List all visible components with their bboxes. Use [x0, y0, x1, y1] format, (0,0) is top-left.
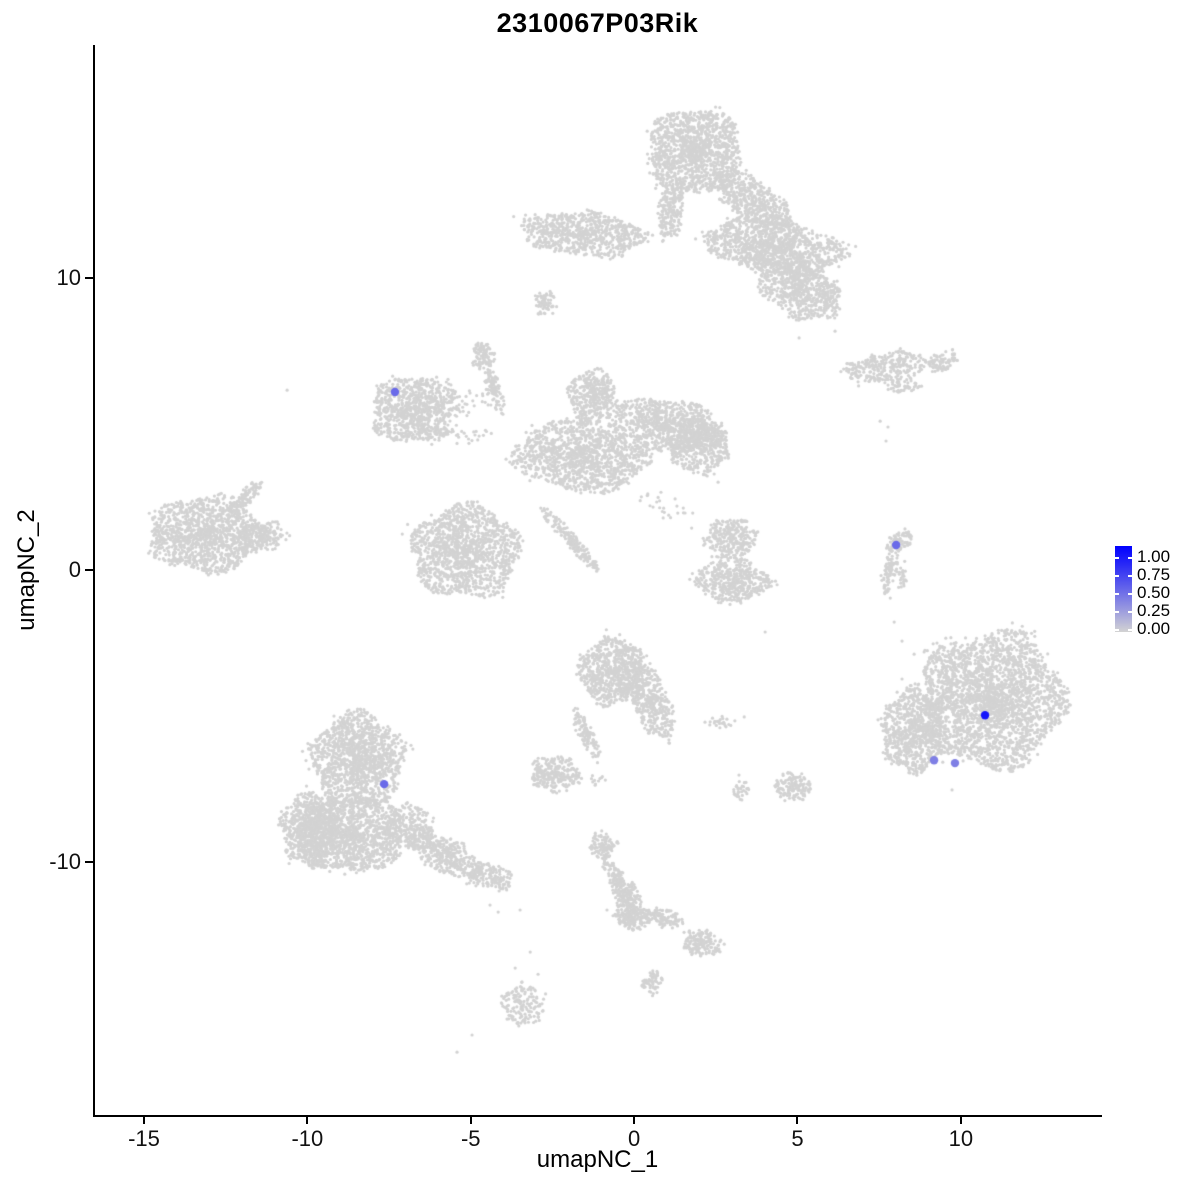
- legend-label: 0.75: [1137, 565, 1171, 584]
- x-tick-label: -5: [460, 1126, 481, 1151]
- y-axis-title: umapNC_2: [13, 509, 40, 631]
- legend-tick-mark: [1115, 575, 1119, 577]
- legend-tick-mark: [1115, 557, 1119, 559]
- x-tick-mark: [469, 1117, 472, 1124]
- legend-label: 1.00: [1137, 547, 1171, 566]
- page-title: 2310067P03Rik: [496, 8, 699, 38]
- legend-tick-mark: [1128, 575, 1132, 577]
- y-tick-mark: [85, 277, 93, 280]
- legend-gradient-bar: [1115, 546, 1132, 632]
- x-tick-label: 5: [791, 1126, 804, 1151]
- x-tick-label: 0: [627, 1126, 641, 1151]
- y-tick-label: -10: [49, 849, 81, 875]
- x-tick-mark: [143, 1117, 145, 1124]
- expression-legend: 1.00 0.75 0.50 0.25 0.00: [1113, 546, 1200, 650]
- x-tick-label: -10: [291, 1126, 324, 1151]
- legend-tick-mark: [1128, 629, 1132, 631]
- legend-tick-mark: [1128, 611, 1132, 613]
- legend-label: 0.25: [1137, 601, 1171, 620]
- x-tick-mark: [959, 1117, 962, 1124]
- legend-tick-mark: [1115, 593, 1119, 595]
- y-tick-label: 10: [56, 265, 81, 291]
- y-tick-mark: [85, 569, 93, 572]
- umap-scatter-canvas: [95, 45, 1102, 1115]
- legend-tick-mark: [1115, 629, 1119, 631]
- x-tick-mark: [796, 1117, 799, 1124]
- x-tick-label: -15: [128, 1126, 160, 1151]
- legend-tick-mark: [1128, 557, 1132, 559]
- x-tick-mark: [633, 1117, 636, 1124]
- y-tick-label: 0: [68, 557, 81, 583]
- x-tick-label: 10: [948, 1126, 974, 1151]
- y-tick-mark: [85, 861, 93, 864]
- plot-panel: [93, 45, 1102, 1117]
- legend-tick-mark: [1115, 611, 1119, 613]
- legend-tick-mark: [1128, 593, 1132, 595]
- legend-label: 0.50: [1137, 583, 1171, 602]
- legend-label: 0.00: [1137, 619, 1171, 638]
- x-tick-mark: [306, 1117, 309, 1124]
- x-axis-title: umapNC_1: [536, 1146, 659, 1173]
